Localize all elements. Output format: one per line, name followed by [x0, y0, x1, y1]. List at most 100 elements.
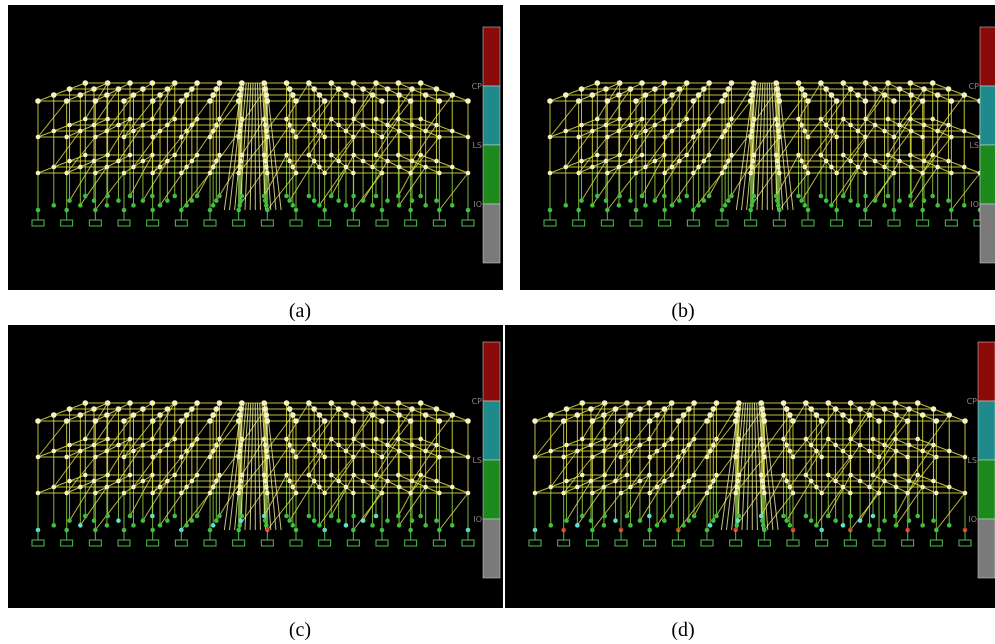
node	[863, 117, 868, 122]
node	[681, 412, 687, 418]
node	[293, 418, 299, 424]
legend-band	[483, 342, 500, 401]
node	[962, 129, 967, 134]
node	[158, 523, 163, 528]
node	[385, 479, 390, 484]
node	[214, 198, 219, 203]
node	[374, 437, 379, 442]
node	[784, 443, 789, 448]
node	[105, 449, 110, 454]
node	[894, 485, 899, 490]
node	[35, 418, 41, 424]
node	[791, 455, 796, 460]
node	[714, 437, 719, 442]
node	[423, 523, 428, 528]
node	[848, 418, 854, 424]
node	[64, 135, 69, 140]
node	[380, 455, 385, 460]
node	[595, 117, 600, 122]
node	[687, 479, 692, 484]
node	[809, 479, 814, 484]
node	[317, 92, 323, 98]
legend-band	[483, 86, 500, 145]
node	[561, 418, 567, 424]
support	[147, 540, 159, 546]
node	[238, 86, 244, 92]
node	[329, 153, 334, 158]
node	[617, 194, 622, 199]
node	[909, 165, 914, 170]
node	[294, 491, 299, 496]
node	[819, 455, 824, 460]
node	[312, 159, 317, 164]
legend-band	[483, 401, 500, 460]
node	[105, 400, 111, 406]
node	[920, 523, 925, 528]
node	[947, 449, 952, 454]
node	[733, 455, 738, 460]
node	[640, 153, 645, 158]
frame-member	[607, 173, 636, 210]
node	[408, 455, 413, 460]
node	[307, 117, 312, 122]
node	[284, 514, 289, 519]
node	[373, 80, 379, 86]
node	[141, 159, 146, 164]
node	[150, 171, 155, 176]
node	[824, 159, 829, 164]
node	[930, 153, 935, 158]
node	[263, 159, 268, 164]
node	[190, 123, 195, 128]
node	[317, 449, 322, 454]
node	[210, 92, 216, 98]
node	[905, 455, 910, 460]
node	[684, 80, 690, 86]
node	[91, 406, 97, 412]
node	[312, 518, 317, 523]
node	[563, 129, 568, 134]
node	[36, 171, 41, 176]
node	[262, 117, 267, 122]
node	[677, 86, 683, 92]
node	[423, 129, 428, 134]
node	[619, 491, 624, 496]
node	[236, 171, 241, 176]
node	[909, 203, 914, 208]
node	[920, 98, 926, 104]
node	[78, 412, 84, 418]
node	[238, 198, 243, 203]
node	[287, 198, 292, 203]
node	[696, 129, 701, 134]
node	[264, 523, 269, 528]
node	[351, 400, 357, 406]
node	[777, 135, 782, 140]
node	[449, 412, 455, 418]
node	[396, 412, 402, 418]
node	[638, 479, 643, 484]
frame-member	[70, 439, 86, 445]
node	[67, 198, 72, 203]
node	[628, 412, 634, 418]
panel: CPLSIO	[8, 5, 503, 290]
node	[317, 485, 322, 490]
node	[374, 153, 379, 158]
node	[561, 455, 566, 460]
node	[184, 203, 189, 208]
node	[589, 518, 594, 523]
node	[397, 203, 402, 208]
node	[210, 412, 216, 418]
node	[450, 165, 455, 170]
legend-band	[483, 145, 500, 204]
node	[396, 92, 402, 98]
node	[158, 449, 163, 454]
frame-member	[550, 167, 566, 173]
node	[915, 400, 921, 406]
support	[319, 540, 331, 546]
node	[590, 92, 596, 98]
node	[140, 86, 146, 92]
node	[947, 485, 952, 490]
node	[317, 203, 322, 208]
frame-member	[948, 161, 964, 167]
node	[876, 418, 882, 424]
node	[67, 86, 73, 92]
